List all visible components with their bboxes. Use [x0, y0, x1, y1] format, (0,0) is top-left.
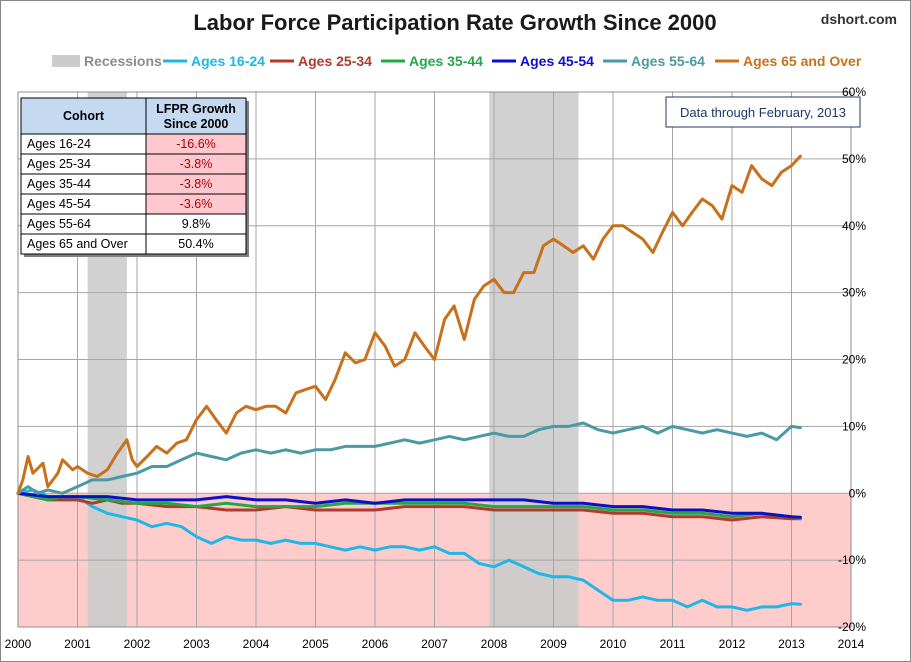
- legend-swatch-recessions: [52, 55, 80, 67]
- y-tick-label: 60%: [842, 85, 866, 99]
- x-tick-label: 2005: [302, 637, 329, 651]
- data-note: Data through February, 2013: [665, 96, 861, 128]
- x-tick-label: 2008: [481, 637, 508, 651]
- table-cell-value-bg: [145, 233, 247, 255]
- x-tick-label: 2000: [5, 637, 32, 651]
- x-tick-label: 2009: [540, 637, 567, 651]
- y-tick-label: 40%: [842, 219, 866, 233]
- legend-label: Recessions: [84, 53, 162, 69]
- y-tick-label: 50%: [842, 152, 866, 166]
- table-value: -3.8%: [180, 157, 213, 171]
- y-tick-label: 30%: [842, 286, 866, 300]
- x-tick-label: 2011: [660, 637, 686, 651]
- x-tick-label: 2006: [362, 637, 389, 651]
- data-note-box: [665, 96, 861, 128]
- x-tick-label: 2007: [421, 637, 448, 651]
- table-header-cohort: Cohort: [63, 109, 105, 123]
- chart-credit: dshort.com: [821, 11, 897, 27]
- table-cohort-label: Ages 45-54: [27, 197, 91, 211]
- x-tick-label: 2013: [778, 637, 805, 651]
- table-value: 50.4%: [178, 237, 213, 251]
- y-tick-label: 20%: [842, 353, 866, 367]
- series-line-ages-45-54: [16, 491, 802, 519]
- series-line-ages-65-and-over: [16, 154, 802, 495]
- plot-border: [17, 91, 852, 628]
- table-header-cell: [145, 97, 247, 135]
- legend-label: Ages 25-34: [298, 53, 372, 69]
- table-header-growth-line1: LFPR Growth: [156, 102, 236, 116]
- table-cohort-label: Ages 35-44: [27, 177, 91, 191]
- table-header-growth-line2: Since 2000: [164, 117, 229, 131]
- x-tick-label: 2014: [838, 637, 865, 651]
- series-line-ages-25-34: [16, 491, 802, 522]
- table-value: -3.6%: [180, 197, 213, 211]
- y-tick-label: -20%: [838, 620, 866, 634]
- y-tick-label: 0%: [849, 486, 867, 500]
- y-tick-label: 10%: [842, 419, 866, 433]
- legend-label: Ages 55-64: [631, 53, 705, 69]
- data-note-text: Data through February, 2013: [680, 105, 846, 120]
- table-cohort-label: Ages 55-64: [27, 217, 91, 231]
- y-tick-label: -10%: [838, 553, 866, 567]
- table-cohort-label: Ages 16-24: [27, 137, 91, 151]
- x-tick-label: 2012: [719, 637, 746, 651]
- x-tick-label: 2004: [243, 637, 270, 651]
- table-value: -16.6%: [176, 137, 216, 151]
- x-tick-label: 2003: [183, 637, 210, 651]
- table-cohort-label: Ages 25-34: [27, 157, 91, 171]
- legend-label: Ages 45-54: [520, 53, 594, 69]
- series-line-ages-55-64: [16, 421, 802, 495]
- legend-label: Ages 16-24: [191, 53, 265, 69]
- x-tick-label: 2001: [64, 637, 91, 651]
- table-header-cell: [20, 97, 147, 135]
- x-tick-label: 2010: [600, 637, 627, 651]
- legend-label: Ages 35-44: [409, 53, 483, 69]
- table-value: 9.8%: [182, 217, 211, 231]
- table-cohort-label: Ages 65 and Over: [27, 237, 128, 251]
- table-value: -3.8%: [180, 177, 213, 191]
- legend-label: Ages 65 and Over: [743, 53, 862, 69]
- chart-title: Labor Force Participation Rate Growth Si…: [193, 10, 716, 35]
- series-line-ages-16-24: [16, 488, 802, 612]
- x-tick-label: 2002: [124, 637, 151, 651]
- series-line-ages-35-44: [16, 491, 802, 521]
- legend: Recessions Ages 16-24 Ages 25-34 Ages 35-44…: [52, 53, 862, 69]
